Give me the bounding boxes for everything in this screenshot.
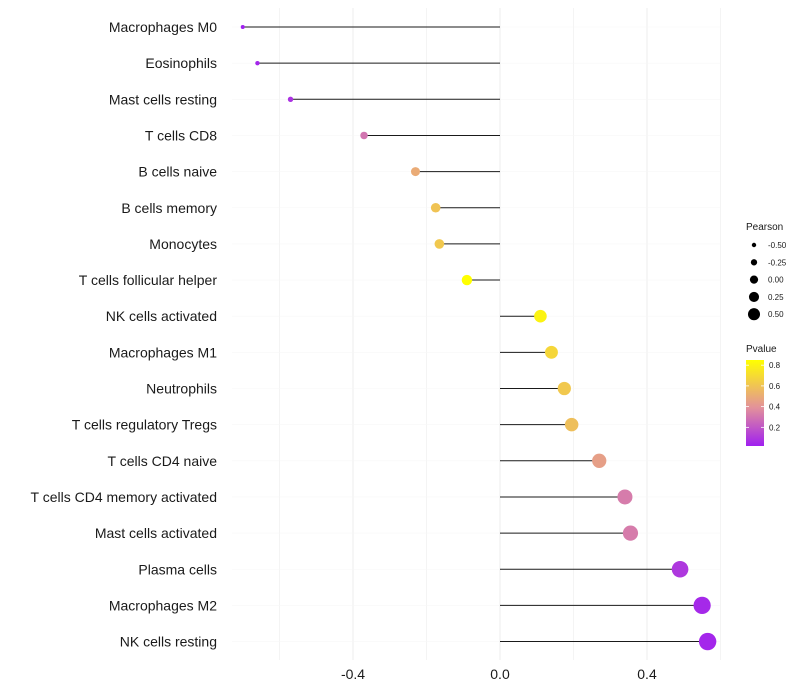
category-label: Neutrophils <box>146 381 217 397</box>
lollipop-dot <box>255 60 260 66</box>
pearson-legend-label: -0.50 <box>768 241 787 250</box>
pvalue-legend-label: 0.4 <box>769 403 781 412</box>
category-label: B cells naive <box>138 164 217 180</box>
category-label: NK cells resting <box>120 634 217 650</box>
category-label: Macrophages M1 <box>109 344 217 360</box>
lollipop-dot <box>622 525 639 541</box>
category-label: Monocytes <box>149 236 217 252</box>
pvalue-legend-label: 0.6 <box>769 382 781 391</box>
pvalue-colorbar <box>746 360 764 446</box>
lollipop-dot <box>430 202 441 213</box>
pearson-legend-label: 0.50 <box>768 310 784 319</box>
category-label: T cells CD8 <box>145 127 217 143</box>
lollipop-dot <box>461 274 473 286</box>
y-axis-labels: Macrophages M0 Eosinophils Mast cells rest… <box>31 19 218 650</box>
pearson-legend-key <box>751 242 757 248</box>
pearson-legend-label: 0.25 <box>768 293 784 302</box>
category-label: T cells regulatory Tregs <box>72 417 217 433</box>
pearson-legend-key <box>749 275 759 284</box>
category-label: B cells memory <box>121 200 217 216</box>
pearson-legend-label: -0.25 <box>768 258 787 267</box>
pearson-legend-key <box>750 259 758 266</box>
category-label: NK cells activated <box>106 308 217 324</box>
category-label: Mast cells activated <box>95 525 217 541</box>
lollipop-dot <box>693 596 711 615</box>
pearson-size-legend: Pearson -0.50 -0.25 0.00 0.25 0.50 <box>746 222 787 321</box>
x-tick-label: -0.4 <box>341 666 365 682</box>
lollipop-dot <box>240 25 245 29</box>
pearson-legend-key <box>748 291 760 302</box>
pearson-legend-label: 0.00 <box>768 276 784 285</box>
lollipop-dot <box>287 96 294 102</box>
pearson-legend-key <box>747 308 761 321</box>
lollipop-dot <box>410 167 420 177</box>
pvalue-legend-label: 0.8 <box>769 361 781 370</box>
lollipop-dots <box>240 25 717 651</box>
category-label: Mast cells resting <box>109 91 217 107</box>
lollipop-dot <box>534 309 547 323</box>
pearson-legend-title: Pearson <box>746 222 783 233</box>
lollipop-dot <box>434 239 445 249</box>
lollipop-dot <box>564 417 579 432</box>
pvalue-color-legend: Pvalue 0.2 0.4 0.6 0.8 <box>746 344 781 446</box>
lollipop-dot <box>360 131 368 140</box>
lollipop-dot <box>592 453 607 468</box>
category-label: Macrophages M2 <box>109 597 217 613</box>
category-label: T cells follicular helper <box>79 272 218 288</box>
lollipop-dot <box>698 632 717 651</box>
x-tick-label: 0.0 <box>490 666 510 682</box>
pvalue-legend-title: Pvalue <box>746 344 777 355</box>
category-label: Plasma cells <box>138 561 217 577</box>
lollipop-dot <box>671 560 689 578</box>
pvalue-legend-label: 0.2 <box>769 423 781 432</box>
x-axis-tick-labels: -0.4 0.0 0.4 <box>341 666 657 682</box>
category-label: T cells CD4 naive <box>108 453 218 469</box>
category-label: Macrophages M0 <box>109 19 217 35</box>
x-tick-label: 0.4 <box>637 666 657 682</box>
lollipop-stems <box>242 26 708 643</box>
lollipop-dot <box>617 489 633 505</box>
lollipop-dot <box>557 381 571 396</box>
category-label: Eosinophils <box>145 55 217 71</box>
category-label: T cells CD4 memory activated <box>31 489 217 505</box>
grid-lines <box>232 8 721 660</box>
lollipop-dot <box>544 345 558 359</box>
